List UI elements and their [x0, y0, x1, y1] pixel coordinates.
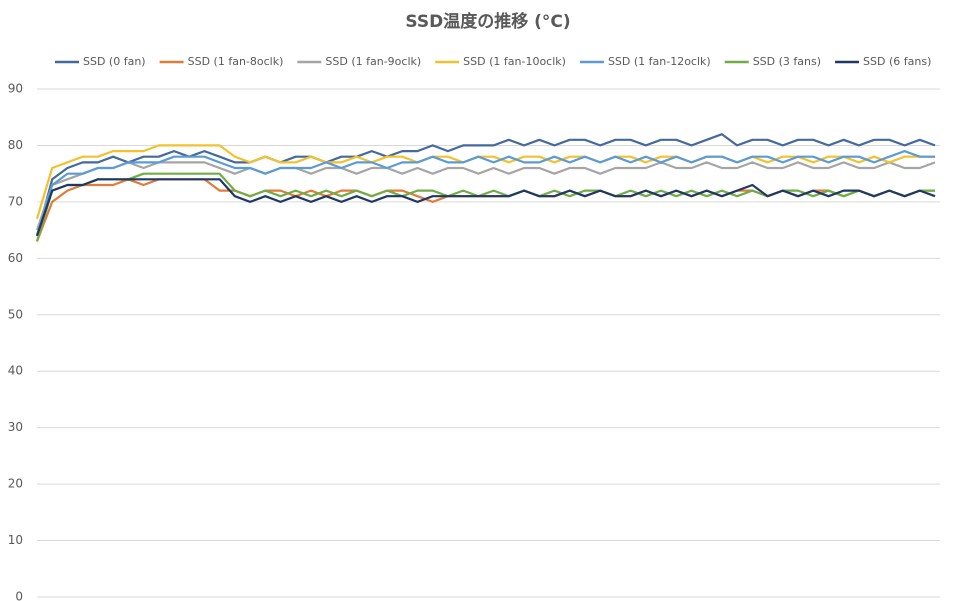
series-line	[35, 161, 936, 231]
y-tick-label: 80	[8, 138, 23, 152]
y-tick-label: 20	[8, 477, 23, 491]
series-line	[35, 172, 935, 242]
y-tick-label: 30	[8, 420, 23, 434]
legend-label: SSD (1 fan-12oclk)	[608, 55, 711, 68]
series-line	[35, 144, 935, 220]
y-tick-label: 10	[8, 533, 23, 547]
y-tick-label: 90	[8, 82, 23, 96]
y-tick-label: 0	[15, 590, 23, 601]
y-tick-label: 70	[8, 194, 23, 208]
legend-label: SSD (3 fans)	[753, 55, 821, 68]
series-line	[35, 178, 936, 237]
y-tick-label: 60	[8, 251, 23, 265]
legend-label: SSD (6 fans)	[863, 55, 931, 68]
legend-label: SSD (1 fan-10oclk)	[463, 55, 566, 68]
y-tick-label: 50	[8, 307, 23, 321]
legend-label: SSD (1 fan-8oclk)	[188, 55, 284, 68]
y-tick-label: 40	[8, 364, 23, 378]
series-line	[35, 178, 935, 242]
series-line	[35, 133, 936, 237]
legend-label: SSD (0 fan)	[83, 55, 146, 68]
series-line	[35, 150, 935, 237]
chart-title: SSD温度の推移 (°C)	[405, 11, 570, 32]
legend-label: SSD (1 fan-9oclk)	[325, 55, 421, 68]
